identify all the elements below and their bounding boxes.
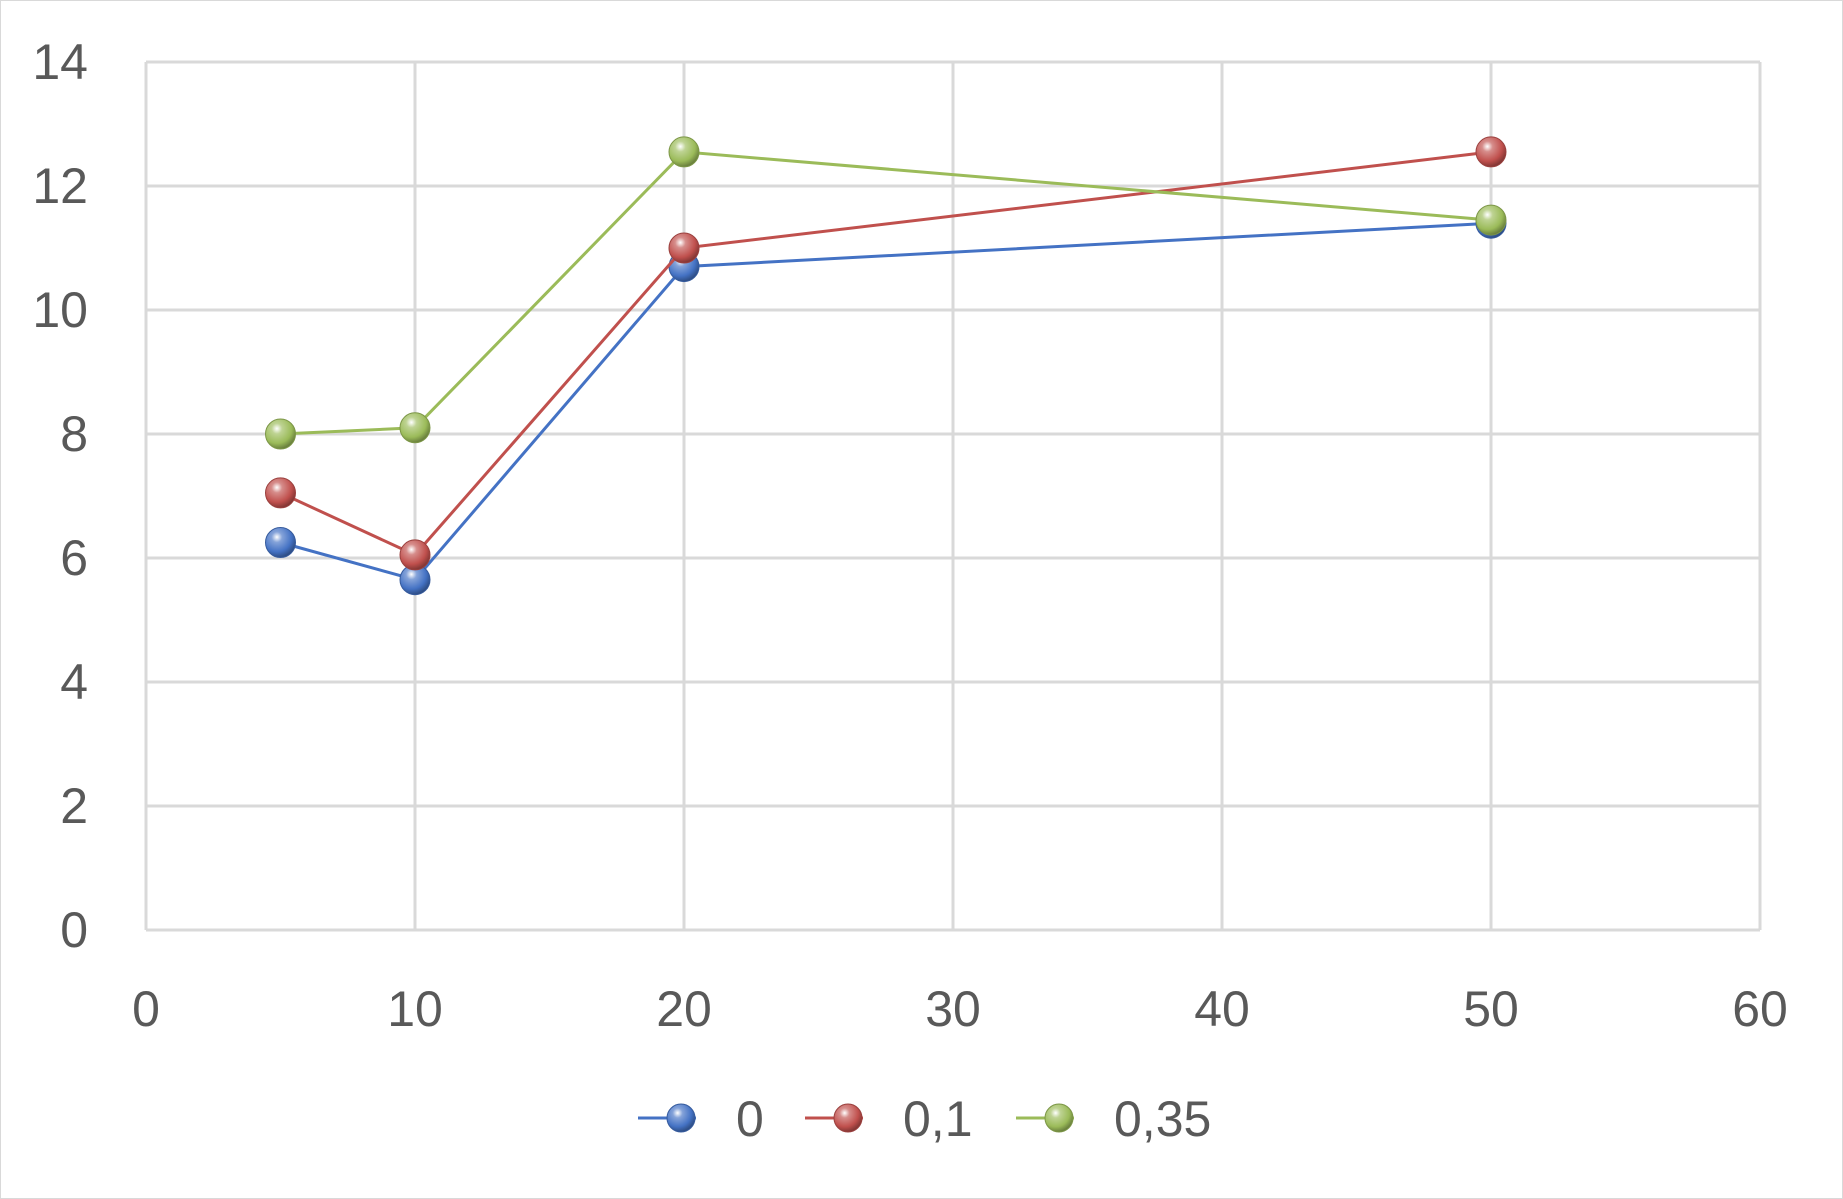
- y-tick-label: 4: [60, 654, 88, 710]
- legend-label: 0: [736, 1091, 764, 1147]
- legend-item: 0,35: [1016, 1091, 1211, 1147]
- data-point: [668, 232, 700, 264]
- legend-item: 0: [638, 1091, 764, 1147]
- y-tick-label: 0: [60, 902, 88, 958]
- x-tick-label: 50: [1463, 981, 1519, 1037]
- series-line: [279, 150, 1492, 557]
- legend: 0 0,1 0,35: [638, 1091, 1211, 1147]
- series-line: [280, 150, 1492, 436]
- data-point: [265, 477, 296, 509]
- y-tick-label: 12: [32, 158, 88, 214]
- y-tick-label: 8: [60, 406, 88, 462]
- series-3: [265, 136, 1507, 450]
- data-point: [265, 527, 296, 558]
- data-point: [1475, 204, 1507, 236]
- data-point: [1475, 136, 1507, 168]
- data-point: [668, 136, 700, 168]
- legend-item: 0,1: [805, 1091, 973, 1147]
- x-tick-label: 0: [132, 981, 160, 1037]
- legend-marker: [1044, 1103, 1074, 1133]
- y-tick-label: 14: [32, 34, 88, 90]
- legend-marker: [833, 1103, 863, 1133]
- legend-label: 0,1: [903, 1091, 973, 1147]
- y-tick-label: 6: [60, 530, 88, 586]
- legend-label: 0,35: [1114, 1091, 1211, 1147]
- legend-marker: [666, 1103, 696, 1133]
- data-point: [399, 412, 431, 444]
- y-tick-label: 10: [32, 282, 88, 338]
- series-group: [265, 136, 1507, 596]
- y-tick-label: 2: [60, 778, 88, 834]
- x-tick-label: 20: [656, 981, 712, 1037]
- data-point: [265, 418, 296, 450]
- grid: [144, 60, 1762, 932]
- y-axis-ticks: 0 2 4 6 8 10 12 14: [32, 34, 88, 958]
- x-tick-label: 40: [1194, 981, 1250, 1037]
- series-1: [265, 207, 1507, 596]
- x-axis-ticks: 0 10 20 30 40 50 60: [132, 981, 1788, 1037]
- x-tick-label: 10: [387, 981, 443, 1037]
- x-tick-label: 30: [925, 981, 981, 1037]
- series-2: [265, 136, 1507, 571]
- x-tick-label: 60: [1732, 981, 1788, 1037]
- data-point: [399, 539, 431, 571]
- series-line: [280, 221, 1492, 582]
